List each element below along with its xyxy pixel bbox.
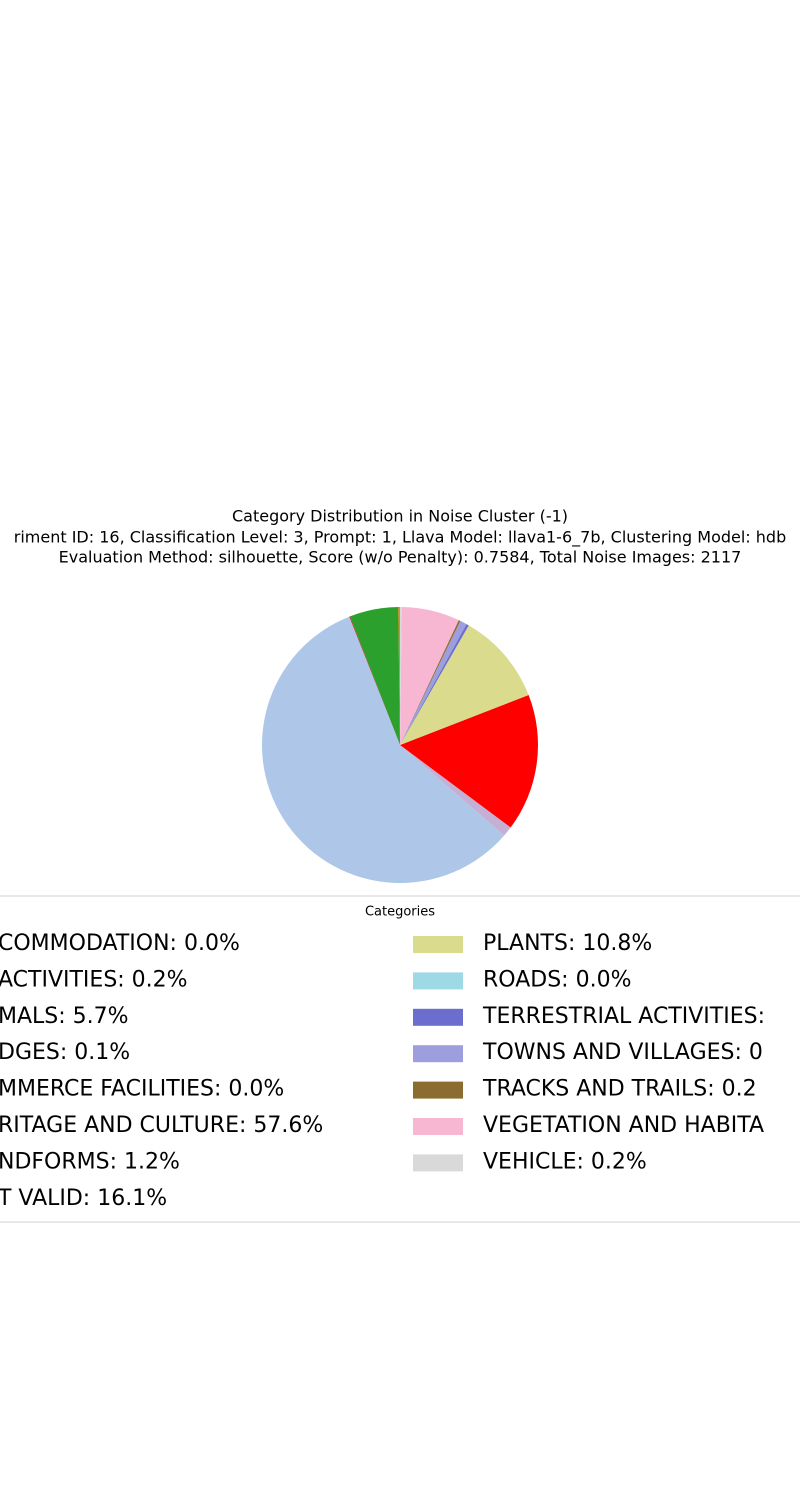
legend-label: ROADS: 0.0% bbox=[483, 967, 631, 992]
legend-label: T VALID: 16.1% bbox=[0, 1186, 167, 1211]
legend-swatch bbox=[413, 936, 463, 953]
legend-label: TRACKS AND TRAILS: 0.2 bbox=[482, 1077, 757, 1102]
legend-swatch bbox=[413, 1081, 463, 1099]
legend-swatch bbox=[413, 1045, 463, 1063]
pie-slice bbox=[400, 695, 539, 828]
chart-subtitle: riment ID: 16, Classification Level: 3, … bbox=[14, 528, 786, 548]
pie-slice bbox=[400, 745, 511, 836]
legend-swatch bbox=[413, 972, 463, 990]
legend-label: MALS: 5.7% bbox=[0, 1004, 129, 1029]
pie-slice bbox=[400, 607, 459, 745]
legend-label: MMERCE FACILITIES: 0.0% bbox=[0, 1077, 284, 1102]
legend-label: PLANTS: 10.8% bbox=[483, 931, 652, 956]
legend-label: COMMODATION: 0.0% bbox=[0, 931, 240, 956]
pie-slice bbox=[398, 607, 400, 745]
pie-slice bbox=[400, 620, 467, 745]
legend-label: ACTIVITIES: 0.2% bbox=[0, 967, 188, 992]
legend-swatch bbox=[413, 1118, 463, 1135]
legend-label: RITAGE AND CULTURE: 57.6% bbox=[0, 1113, 323, 1138]
chart-title: Category Distribution in Noise Cluster (… bbox=[232, 507, 568, 526]
pie-slice bbox=[400, 624, 469, 745]
pie-slice bbox=[349, 616, 400, 745]
pie-slice bbox=[400, 607, 402, 745]
legend-label: TERRESTRIAL ACTIVITIES: bbox=[482, 1004, 765, 1029]
legend-label: VEHICLE: 0.2% bbox=[483, 1149, 647, 1174]
legend-label: TOWNS AND VILLAGES: 0 bbox=[482, 1040, 763, 1065]
pie-slice bbox=[400, 625, 529, 745]
legend-title: Categories bbox=[365, 905, 435, 920]
pie-slice bbox=[262, 616, 505, 884]
legend-label: DGES: 0.1% bbox=[0, 1040, 130, 1065]
pie-slice bbox=[400, 620, 461, 745]
pie-slice bbox=[350, 607, 400, 745]
legend-label: VEGETATION AND HABITA bbox=[483, 1113, 764, 1138]
legend-label: NDFORMS: 1.2% bbox=[0, 1149, 180, 1174]
legend-swatch bbox=[413, 1008, 463, 1026]
legend-swatch bbox=[413, 1154, 463, 1172]
chart-subtitle: Evaluation Method: silhouette, Score (w/… bbox=[59, 548, 742, 567]
